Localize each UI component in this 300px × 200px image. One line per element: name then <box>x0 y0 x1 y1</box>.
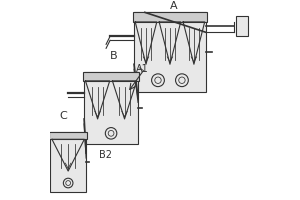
Bar <box>134 12 206 92</box>
Text: A: A <box>170 1 178 11</box>
Text: C2: C2 <box>0 199 1 200</box>
Text: C: C <box>59 111 67 121</box>
Text: A1: A1 <box>136 64 149 74</box>
Bar <box>50 132 86 192</box>
Bar <box>236 16 248 36</box>
Bar <box>83 72 139 81</box>
Text: B2: B2 <box>99 150 112 160</box>
Bar <box>133 12 207 22</box>
Text: B: B <box>110 51 118 61</box>
Bar <box>50 132 87 139</box>
Bar <box>84 72 138 144</box>
